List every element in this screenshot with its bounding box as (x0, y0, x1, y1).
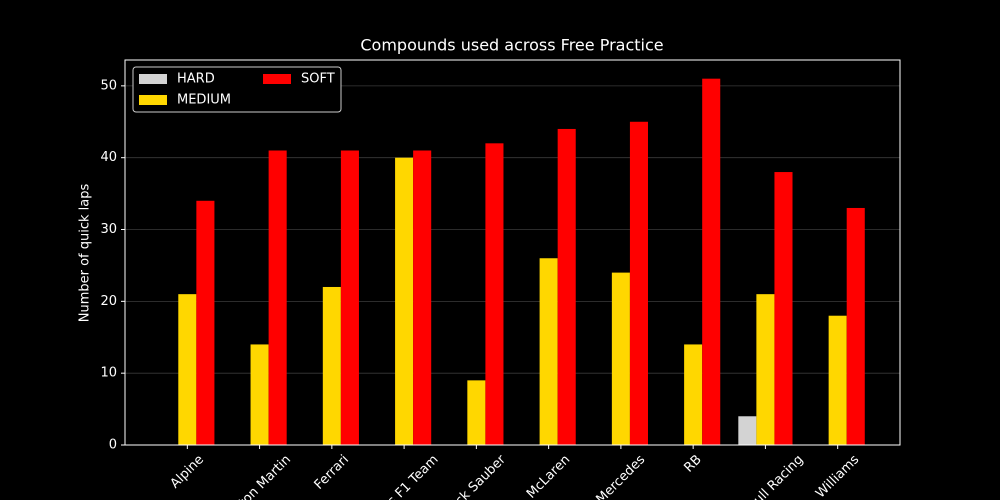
bar (828, 315, 847, 445)
x-tick-label: Mercedes (594, 452, 649, 500)
legend: HARD MEDIUM SOFT (132, 66, 342, 113)
bar (846, 207, 865, 445)
bar (557, 128, 576, 445)
bar (756, 294, 775, 445)
bar (467, 380, 486, 445)
bar (738, 416, 757, 445)
y-tick-label: 40 (100, 150, 117, 165)
chart-title: Compounds used across Free Practice (360, 36, 663, 55)
x-tick-label: Alpine (168, 452, 207, 491)
legend-swatch (139, 74, 167, 84)
plot-frame (124, 59, 901, 446)
y-tick-label: 50 (100, 78, 117, 93)
bar (395, 157, 414, 445)
x-tick-label: RB (682, 452, 705, 475)
legend-label: HARD (177, 72, 215, 87)
legend-label: MEDIUM (177, 93, 231, 108)
bar (322, 286, 341, 445)
legend-swatch (263, 74, 291, 84)
bar (196, 200, 215, 445)
bar (774, 172, 793, 445)
x-tick-label: Ferrari (312, 452, 352, 492)
x-tick-label: Red Bull Racing (724, 452, 806, 500)
x-tick-label: McLaren (524, 452, 573, 500)
bar (702, 78, 721, 445)
x-tick-label: Kick Sauber (444, 452, 510, 500)
bar (250, 344, 269, 445)
x-tick-label: Williams (813, 452, 862, 500)
bar (629, 121, 648, 445)
legend-label: SOFT (301, 72, 335, 87)
legend-swatch (139, 95, 167, 105)
x-tick-label: Haas F1 Team (367, 452, 442, 500)
y-tick-label: 0 (109, 438, 117, 453)
bar (340, 150, 359, 446)
y-axis-label: Number of quick laps (78, 184, 93, 323)
y-tick-label: 20 (100, 294, 117, 309)
x-tick-label: Aston Martin (225, 452, 294, 500)
y-tick-label: 30 (100, 222, 117, 237)
bar (684, 344, 703, 445)
bar (611, 272, 630, 445)
bar (539, 258, 558, 445)
y-tick-label: 10 (100, 366, 117, 381)
bar (268, 150, 287, 446)
bar (485, 143, 504, 445)
bar (178, 294, 197, 445)
bar (413, 150, 432, 446)
